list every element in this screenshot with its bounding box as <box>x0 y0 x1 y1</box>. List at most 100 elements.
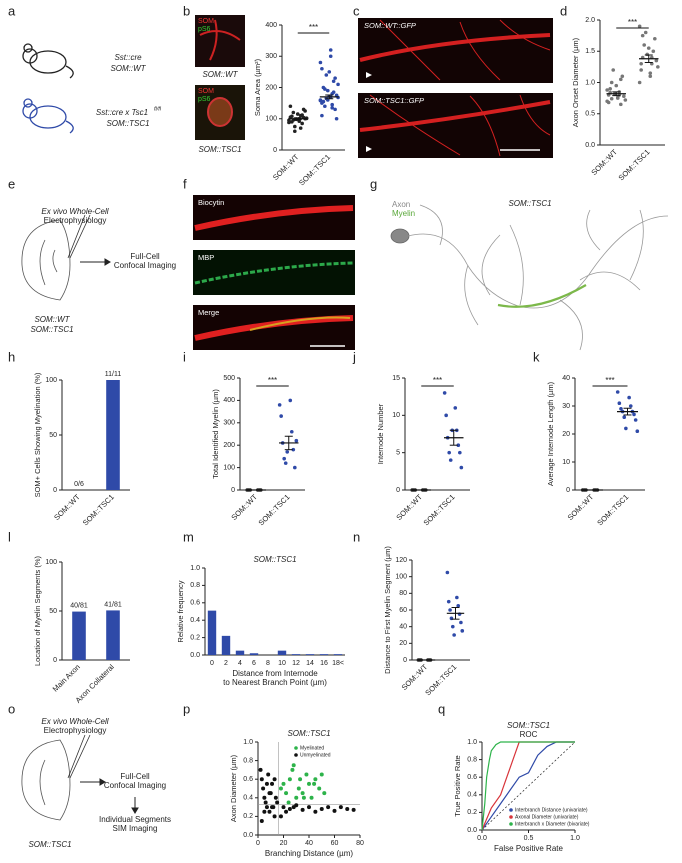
data-point <box>646 46 651 50</box>
data-point <box>459 620 463 625</box>
value-label: 40/81 <box>70 602 88 609</box>
data-point <box>642 43 646 47</box>
method-label: Full-Cell <box>120 772 150 781</box>
data-point <box>281 805 286 810</box>
micrograph-part <box>194 205 354 231</box>
legend-label: Myelinated <box>300 745 324 751</box>
data-point <box>332 808 337 813</box>
micrograph <box>358 18 553 158</box>
data-point <box>345 806 350 811</box>
data-point <box>281 781 286 786</box>
data-point <box>300 791 305 796</box>
data-point <box>611 68 616 72</box>
data-point <box>624 426 628 431</box>
legend-label: Interbranch x Diameter (bivariate) <box>515 821 590 827</box>
data-point <box>447 450 452 455</box>
genotype-label: Sst::cre <box>114 53 142 62</box>
chart-title: SOM::TSC1 <box>287 729 330 738</box>
x-tick-label: 4 <box>238 660 242 667</box>
data-point <box>633 418 638 422</box>
bar <box>106 380 120 490</box>
x-tick-label: 0 <box>210 660 214 667</box>
data-point <box>307 805 311 810</box>
y-tick-label: 10 <box>562 459 570 466</box>
data-point <box>333 76 337 80</box>
data-point <box>289 429 294 434</box>
micrograph-part <box>193 305 355 350</box>
data-point <box>313 777 318 782</box>
panel-letter: b <box>183 3 190 18</box>
stain-label: pS6 <box>198 96 211 103</box>
panel-letter: j <box>352 349 356 364</box>
x-tick-label: 40 <box>305 840 313 847</box>
micrograph-part <box>195 15 245 67</box>
data-point <box>264 805 269 810</box>
method-label: Ex vivo Whole-Cell <box>41 717 108 726</box>
mouse-tsc1-part <box>22 103 38 119</box>
mouse-tsc1-part <box>65 120 74 134</box>
legend-label: Unmyelinated <box>300 752 331 758</box>
x-tick-label: 0.5 <box>524 835 534 842</box>
data-point <box>331 90 336 94</box>
micrograph-part <box>358 18 553 83</box>
neuron-trace-part <box>497 284 587 308</box>
y-tick-label: 1.0 <box>467 739 477 746</box>
y-tick-label: 15 <box>392 375 400 382</box>
data-point <box>648 71 653 75</box>
legend-label: Axonal Diameter (univariate) <box>515 814 579 820</box>
data-point <box>643 30 648 35</box>
panel-letter: p <box>183 701 190 716</box>
x-tick-label: SOM::WT <box>400 662 430 692</box>
stain-label: pS6 <box>198 26 211 33</box>
data-point <box>456 443 461 448</box>
mouse-wt-part <box>23 43 33 53</box>
y-tick-label: 0.6 <box>190 600 200 607</box>
y-tick-label: 0.8 <box>467 756 477 763</box>
y-tick-label: 100 <box>45 377 57 384</box>
y-tick-label: 0.5 <box>585 111 595 118</box>
data-point <box>456 604 461 608</box>
x-tick-label: SOM::TSC1 <box>422 492 457 527</box>
bar <box>305 654 315 655</box>
y-tick-label: 0.2 <box>190 634 200 641</box>
panel-letter: n <box>353 529 360 544</box>
micrograph-part <box>193 250 355 295</box>
genotype-superscript: fl/fl <box>154 106 162 112</box>
data-point <box>313 809 318 814</box>
data-point <box>320 66 324 71</box>
y-axis-label: Average Internode Length (µm) <box>546 381 555 486</box>
data-point <box>455 595 459 600</box>
micrograph-part <box>194 261 354 285</box>
arrow-part <box>131 807 139 814</box>
micrograph-part <box>379 19 551 81</box>
chance-line <box>481 741 576 831</box>
panel-title: SOM::TSC1 <box>508 199 551 208</box>
bar <box>249 653 259 655</box>
x-tick-label: 12 <box>292 660 300 667</box>
y-tick-label: 0 <box>231 487 235 494</box>
micrograph-part <box>359 33 551 62</box>
data-point <box>318 98 323 103</box>
data-point <box>328 48 333 52</box>
micrograph-part <box>193 195 355 240</box>
micrograph <box>193 195 355 350</box>
data-point <box>267 809 272 814</box>
y-tick-label: 40 <box>399 624 407 631</box>
data-point <box>304 772 309 777</box>
bar <box>235 650 245 655</box>
x-axis-label: False Positive Rate <box>494 844 563 853</box>
value-label: 0/6 <box>74 481 84 488</box>
method-label: Individual Segments <box>99 815 171 824</box>
genotype-label: Sst::cre x Tsc1 <box>96 108 148 117</box>
y-tick-label: 0.2 <box>467 809 477 816</box>
y-tick-label: 50 <box>49 608 57 615</box>
data-point <box>328 54 333 59</box>
bar <box>106 610 120 660</box>
data-point <box>300 807 305 812</box>
data-point <box>293 129 297 134</box>
data-point <box>291 805 296 810</box>
y-tick-label: 10 <box>392 412 400 419</box>
data-point <box>291 763 296 768</box>
data-point <box>266 772 271 777</box>
data-point <box>628 404 633 408</box>
